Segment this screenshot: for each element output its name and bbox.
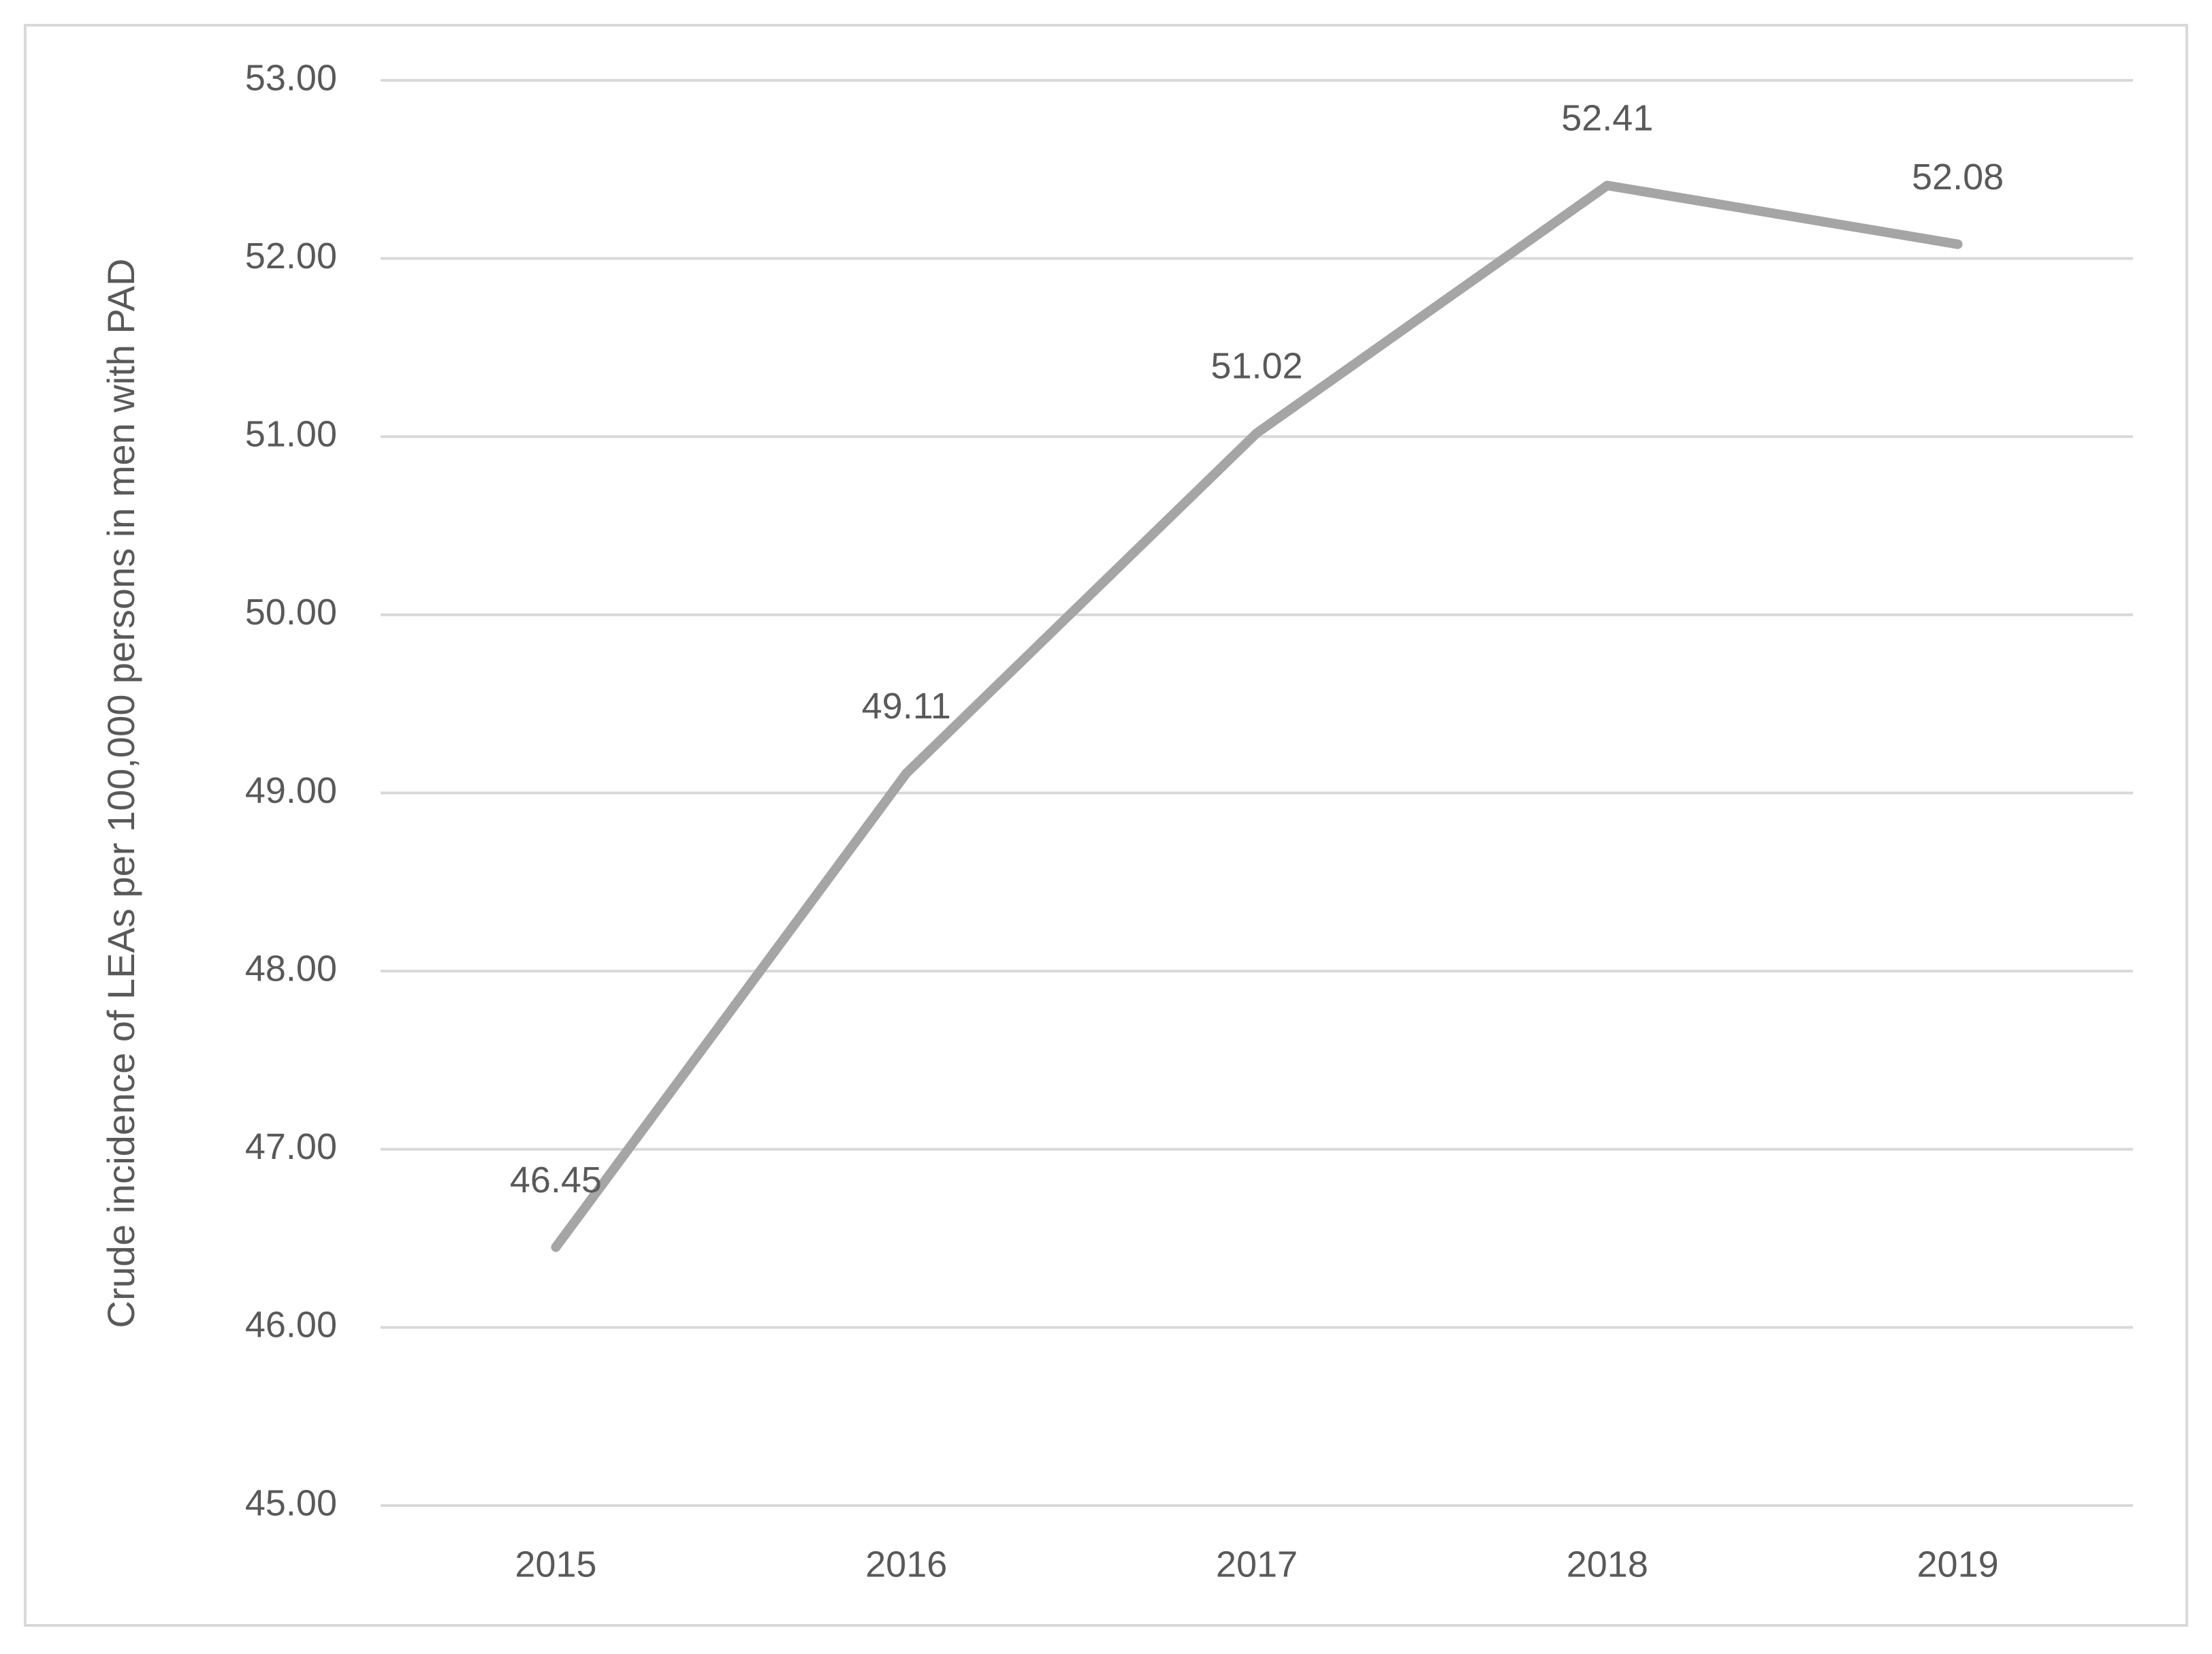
data-label: 51.02 xyxy=(1211,345,1302,386)
y-tick-label: 50.00 xyxy=(245,592,337,633)
x-tick-label: 2019 xyxy=(1917,1544,1999,1585)
x-tick-label: 2017 xyxy=(1216,1544,1298,1585)
y-tick-label: 53.00 xyxy=(245,57,337,98)
chart-border xyxy=(24,24,2188,1627)
y-tick-label: 48.00 xyxy=(245,948,337,989)
x-tick-label: 2016 xyxy=(865,1544,947,1585)
y-tick-label: 52.00 xyxy=(245,236,337,276)
y-tick-label: 45.00 xyxy=(245,1482,337,1523)
x-tick-label: 2015 xyxy=(515,1544,596,1585)
y-tick-label: 46.00 xyxy=(245,1305,337,1346)
data-line xyxy=(551,180,1963,1252)
data-label: 52.08 xyxy=(1912,157,2004,197)
data-label: 46.45 xyxy=(510,1160,602,1200)
y-tick-label: 47.00 xyxy=(245,1126,337,1167)
data-label: 49.11 xyxy=(862,686,951,727)
data-label: 52.41 xyxy=(1561,98,1653,139)
x-tick-label: 2018 xyxy=(1567,1544,1648,1585)
y-tick-label: 49.00 xyxy=(245,770,337,811)
y-tick-label: 51.00 xyxy=(245,414,337,455)
y-axis-label: Crude incidence of LEAs per 100,000 pers… xyxy=(99,259,142,1329)
